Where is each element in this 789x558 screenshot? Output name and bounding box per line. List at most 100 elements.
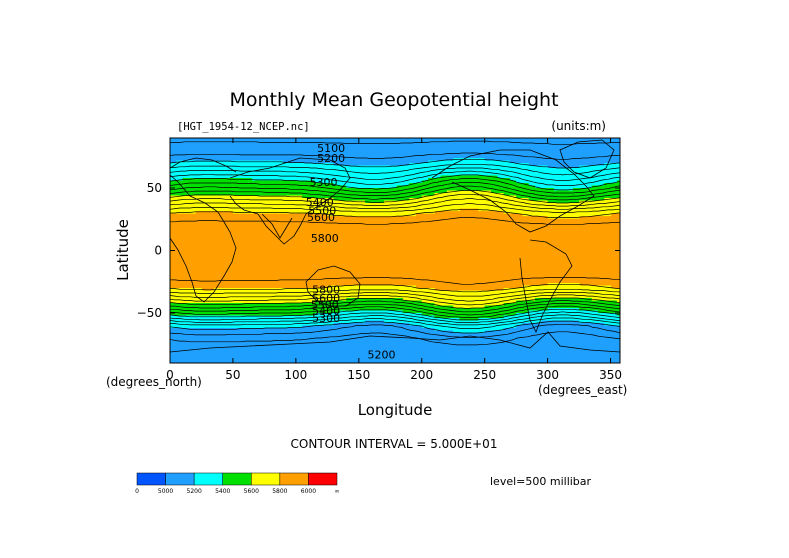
field-cell	[333, 340, 341, 344]
field-cell	[446, 345, 454, 349]
field-cell	[547, 155, 555, 159]
field-cell	[465, 348, 473, 352]
field-cell	[509, 198, 517, 202]
coastline-south-america	[519, 239, 573, 333]
field-cell	[188, 193, 196, 197]
field-cell	[434, 295, 442, 299]
field-cell	[333, 350, 341, 354]
field-cell	[610, 353, 618, 357]
field-cell	[245, 183, 253, 187]
field-cell	[352, 328, 360, 332]
field-cell	[264, 303, 272, 307]
field-cell	[497, 338, 505, 342]
field-cell	[207, 335, 215, 339]
field-cell	[339, 333, 347, 337]
field-cell	[358, 330, 366, 334]
field-cell	[421, 330, 429, 334]
field-cell	[188, 163, 196, 167]
field-cell	[302, 193, 310, 197]
field-cell	[232, 328, 240, 332]
field-cell	[566, 205, 574, 209]
field-cell	[591, 350, 599, 354]
field-cell	[207, 338, 215, 342]
field-cell	[421, 320, 429, 324]
field-cell	[434, 345, 442, 349]
field-cell	[295, 190, 303, 194]
field-cell	[295, 143, 303, 147]
field-cell	[415, 335, 423, 339]
field-cell	[270, 205, 278, 209]
field-cell	[232, 310, 240, 314]
field-cell	[566, 305, 574, 309]
field-cell	[402, 333, 410, 337]
field-cell	[535, 155, 542, 159]
field-cell	[560, 203, 568, 207]
field-cell	[188, 160, 196, 164]
field-cell	[516, 323, 524, 327]
field-cell	[579, 330, 586, 334]
field-cell	[358, 313, 366, 317]
field-cell	[560, 325, 568, 329]
field-cell	[572, 315, 580, 319]
field-cell	[232, 163, 240, 167]
field-cell	[472, 353, 479, 357]
field-cell	[226, 180, 234, 184]
field-cell	[402, 313, 410, 317]
field-cell	[295, 320, 303, 324]
field-cell	[314, 298, 322, 302]
field-cell	[585, 158, 593, 162]
field-cell	[478, 188, 486, 192]
field-cell	[560, 163, 568, 167]
field-cell	[365, 355, 372, 359]
field-cell	[170, 175, 177, 179]
field-cell	[176, 210, 184, 214]
field-cell	[245, 290, 253, 294]
field-cell	[195, 345, 203, 349]
field-cell	[214, 343, 221, 347]
field-cell	[503, 145, 511, 149]
field-cell	[591, 190, 599, 194]
field-cell	[195, 183, 203, 187]
field-cell	[352, 335, 360, 339]
field-cell	[541, 213, 549, 217]
field-cell	[333, 353, 341, 357]
field-cell	[295, 343, 303, 347]
field-cell	[289, 345, 297, 349]
field-cell	[421, 148, 429, 152]
field-cell	[402, 198, 410, 202]
field-cell	[390, 330, 398, 334]
field-cell	[339, 143, 347, 147]
field-cell	[251, 158, 259, 162]
field-cell	[176, 313, 184, 317]
field-cell	[553, 303, 561, 307]
field-cell	[195, 348, 203, 352]
field-cell	[346, 143, 354, 147]
field-cell	[440, 203, 448, 207]
field-cell	[390, 190, 398, 194]
field-cell	[264, 185, 272, 189]
field-cell	[295, 173, 303, 177]
field-cell	[446, 140, 454, 144]
field-cell	[396, 178, 404, 182]
field-cell	[239, 195, 247, 199]
field-cell	[396, 318, 404, 322]
field-cell	[528, 315, 536, 319]
field-cell	[453, 358, 461, 362]
field-cell	[176, 293, 184, 297]
field-cell	[396, 355, 404, 359]
field-cell	[396, 193, 404, 197]
field-cell	[478, 295, 486, 299]
field-cell	[597, 338, 605, 342]
field-cell	[566, 180, 574, 184]
field-cell	[365, 138, 372, 142]
field-cell	[434, 138, 442, 142]
field-cell	[352, 153, 360, 157]
field-cell	[220, 178, 228, 182]
field-cell	[308, 303, 316, 307]
field-cell	[314, 288, 322, 292]
field-cell	[409, 165, 417, 169]
field-cell	[201, 310, 209, 314]
field-cell	[276, 350, 284, 354]
field-cell	[490, 313, 498, 317]
field-cell	[553, 295, 561, 299]
